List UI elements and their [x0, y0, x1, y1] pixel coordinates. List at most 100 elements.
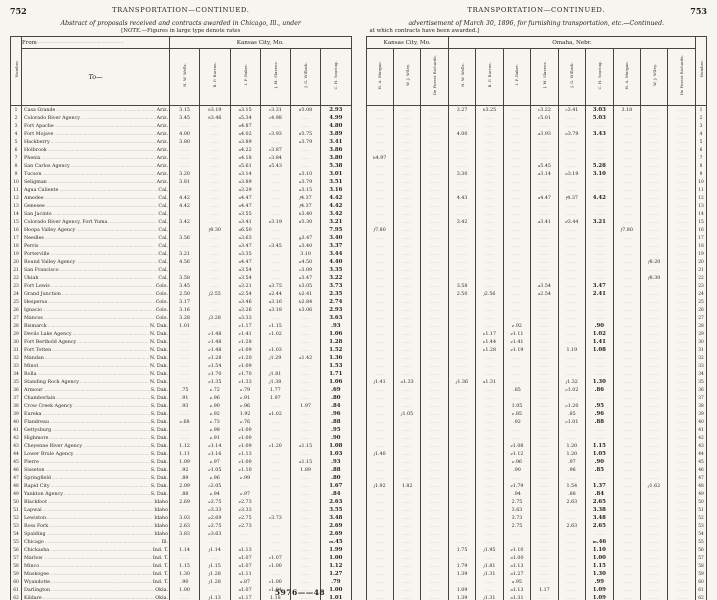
table-row: 6HolbrookAriz.............a4.22c3.87....…: [10, 146, 352, 154]
rate-cell: ......: [392, 546, 422, 554]
rate-cell: ......: [667, 194, 696, 202]
rate-cell: ......: [640, 530, 669, 538]
rate-cell: a5.61: [229, 162, 261, 170]
row-number-cell: 51: [10, 506, 22, 514]
rate-cell: ......: [259, 450, 292, 458]
rate-cell: e1.14: [199, 442, 231, 450]
rate-cell: ......: [289, 546, 322, 554]
rate-cell: ......: [502, 234, 532, 242]
rate-cell: e.76: [229, 418, 261, 426]
rate-cell: 3.42: [447, 218, 477, 226]
destination-cell: PerrisCal.: [21, 242, 170, 250]
rate-cell: ......: [640, 338, 669, 346]
rate-cell: ......: [612, 338, 642, 346]
row-number-cell: 61: [695, 586, 707, 594]
rate-cell: ......: [420, 178, 449, 186]
rate-cell: ......: [392, 370, 422, 378]
row-number-cell: 62: [695, 594, 707, 600]
rate-cell: 3.81: [168, 178, 201, 186]
rate-cell: ......: [392, 570, 422, 578]
rate-cell: e.96: [199, 394, 231, 402]
destination-cell: TucsonAriz.: [21, 170, 170, 178]
rate-cell: ......: [365, 138, 394, 146]
row-number-cell: 29: [10, 330, 22, 338]
table-row: .............................. a.95......…: [365, 578, 707, 586]
row-number-cell: 6: [695, 146, 707, 154]
rate-cell: j1.41: [365, 378, 394, 386]
rate-cell: ......: [365, 530, 394, 538]
rate-cell: ......: [447, 266, 477, 274]
rate-cell: ......: [640, 434, 669, 442]
rate-cell: j1.81: [259, 370, 292, 378]
rate-cell: e2.75: [229, 514, 261, 522]
destination-cell: Rapid CityS. Dak.: [21, 482, 170, 490]
print-signature: 5976——48: [274, 588, 326, 597]
rate-cell: ......: [365, 130, 394, 138]
number-column-header-left: Number.: [10, 36, 22, 106]
rate-cell: ......: [392, 178, 422, 186]
rate-cell: ......: [289, 338, 322, 346]
rate-cell: .88: [320, 466, 352, 474]
rate-cell: ......: [365, 202, 394, 210]
rate-cell: 2.41: [585, 290, 614, 298]
rate-cell: f7.80: [365, 226, 394, 234]
rate-cell: j1.14: [199, 546, 231, 554]
rate-cell: ......: [557, 474, 587, 482]
rate-cell: 2.93: [320, 306, 352, 314]
dotted-leader: [60, 266, 158, 273]
table-row: 46SissetonS. Dak..92e1.05e1.10......1.89…: [10, 466, 352, 474]
rate-cell: ......: [502, 242, 532, 250]
rate-cell: ......: [392, 298, 422, 306]
dotted-leader: [40, 562, 152, 569]
rate-cell: ......: [392, 498, 422, 506]
rate-cell: ......: [199, 266, 231, 274]
row-number-cell: 29: [695, 330, 707, 338]
rate-cell: ......: [392, 554, 422, 562]
rate-cell: ......: [447, 530, 477, 538]
table-row: ........................................…: [365, 538, 707, 546]
rate-cell: ......: [612, 202, 642, 210]
rate-cell: ......: [199, 322, 231, 330]
row-number-cell: 53: [695, 522, 707, 530]
rate-cell: ......: [447, 442, 477, 450]
rate-cell: ......: [392, 218, 422, 226]
rate-cell: 3.86: [320, 146, 352, 154]
table-row: f7.80...................................…: [365, 226, 707, 234]
rate-cell: c3.31: [259, 105, 292, 114]
rate-cell: 4.40: [320, 258, 352, 266]
rate-cell: ......: [420, 242, 449, 250]
rate-cell: ......: [392, 322, 422, 330]
row-number-cell: 22: [695, 274, 707, 282]
rate-cell: ......: [447, 202, 477, 210]
rate-cell: ......: [447, 490, 477, 498]
rate-cell: .92: [502, 418, 532, 426]
table-row: 62KildareOkla.......j1.13a1.171.18......…: [10, 594, 352, 600]
rate-cell: ......: [392, 490, 422, 498]
rate-cell: e1.05: [199, 466, 231, 474]
destination-cell: RollaN. Dak.: [21, 370, 170, 378]
rate-cell: ......: [667, 170, 696, 178]
rate-cell: ......: [447, 498, 477, 506]
rate-cell: ......: [259, 122, 292, 130]
destination-cell: ChickashaInd. T.: [21, 546, 170, 554]
rate-cell: .88: [557, 490, 587, 498]
rate-cell: 3.83: [168, 530, 201, 538]
rate-cell: 1.27: [320, 570, 352, 578]
rate-cell: ......: [640, 538, 669, 546]
rate-cell: ......: [447, 146, 477, 154]
rate-cell: ......: [530, 322, 559, 330]
rate-cell: 3.40: [320, 234, 352, 242]
row-number-cell: 27: [10, 314, 22, 322]
row-number-cell: 41: [695, 426, 707, 434]
rate-cell: e1.13: [229, 450, 261, 458]
rate-cell: ......: [259, 466, 292, 474]
rate-cell: ......: [259, 482, 292, 490]
rate-cell: ......: [530, 474, 559, 482]
rate-cell: ......: [199, 162, 231, 170]
rate-cell: a1.11: [229, 570, 261, 578]
rate-cell: ......: [420, 226, 449, 234]
dotted-leader: [51, 482, 150, 489]
rate-cell: e2.73: [229, 498, 261, 506]
rate-cell: ......: [475, 154, 504, 162]
